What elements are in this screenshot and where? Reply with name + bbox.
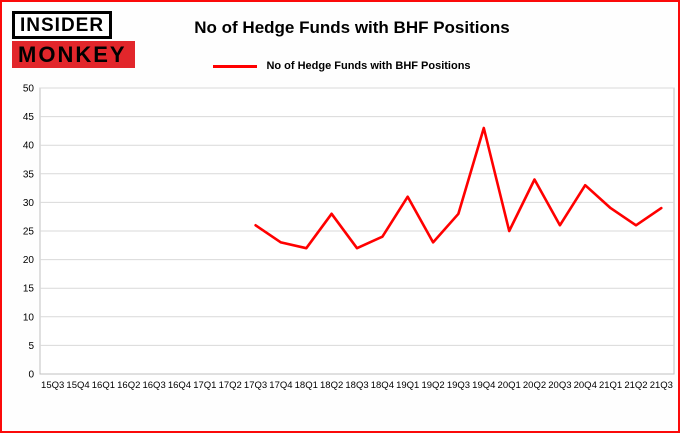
x-tick-label: 17Q2 (219, 380, 242, 391)
y-tick-label: 15 (23, 284, 35, 295)
x-tick-label: 17Q3 (244, 380, 267, 391)
x-tick-label: 20Q1 (498, 380, 521, 391)
legend-line-swatch (213, 64, 258, 68)
x-tick-label: 20Q3 (548, 380, 571, 391)
x-tick-label: 21Q1 (599, 380, 622, 391)
x-tick-label: 19Q4 (472, 380, 495, 391)
y-tick-label: 5 (28, 341, 34, 352)
x-tick-label: 16Q4 (168, 380, 191, 391)
x-tick-label: 21Q2 (624, 380, 647, 391)
x-tick-label: 18Q1 (295, 380, 318, 391)
logo-insider-text: INSIDER (12, 11, 113, 39)
y-tick-label: 20 (23, 255, 35, 266)
y-tick-label: 50 (23, 84, 35, 95)
x-tick-label: 15Q4 (66, 380, 89, 391)
x-tick-label: 19Q1 (396, 380, 419, 391)
line-chart: 0 5 10 15 20 25 30 35 40 45 50 15Q3 15Q4 16Q1 16Q2 16Q3… (23, 84, 675, 391)
y-tick-label: 30 (23, 198, 35, 209)
x-tick-label: 17Q1 (193, 380, 216, 391)
insider-monkey-logo: INSIDER MONKEY (12, 11, 135, 68)
x-tick-label: 17Q4 (269, 380, 292, 391)
x-tick-label: 21Q3 (650, 380, 673, 391)
chart-legend: No of Hedge Funds with BHF Positions (2, 60, 678, 72)
chart-title: No of Hedge Funds with BHF Positions (194, 18, 510, 37)
legend-label: No of Hedge Funds with BHF Positions (266, 60, 471, 72)
x-tick-label: 20Q2 (523, 380, 546, 391)
logo-monkey-text: MONKEY (12, 41, 135, 68)
x-tick-label: 16Q1 (92, 380, 115, 391)
y-tick-label: 25 (23, 227, 35, 238)
y-tick-label: 10 (23, 312, 35, 323)
series-line (254, 126, 663, 250)
x-tick-label: 19Q2 (421, 380, 444, 391)
x-tick-label: 18Q4 (371, 380, 394, 391)
x-tick-label: 16Q3 (142, 380, 165, 391)
x-tick-label: 18Q3 (345, 380, 368, 391)
x-tick-label: 18Q2 (320, 380, 343, 391)
y-tick-label: 0 (28, 370, 34, 381)
x-tick-label: 19Q3 (447, 380, 470, 391)
x-tick-label: 20Q4 (574, 380, 597, 391)
y-tick-label: 40 (23, 141, 35, 152)
y-tick-label: 35 (23, 169, 35, 180)
x-tick-label: 16Q2 (117, 380, 140, 391)
y-tick-label: 45 (23, 112, 35, 123)
x-tick-label: 15Q3 (41, 380, 64, 391)
